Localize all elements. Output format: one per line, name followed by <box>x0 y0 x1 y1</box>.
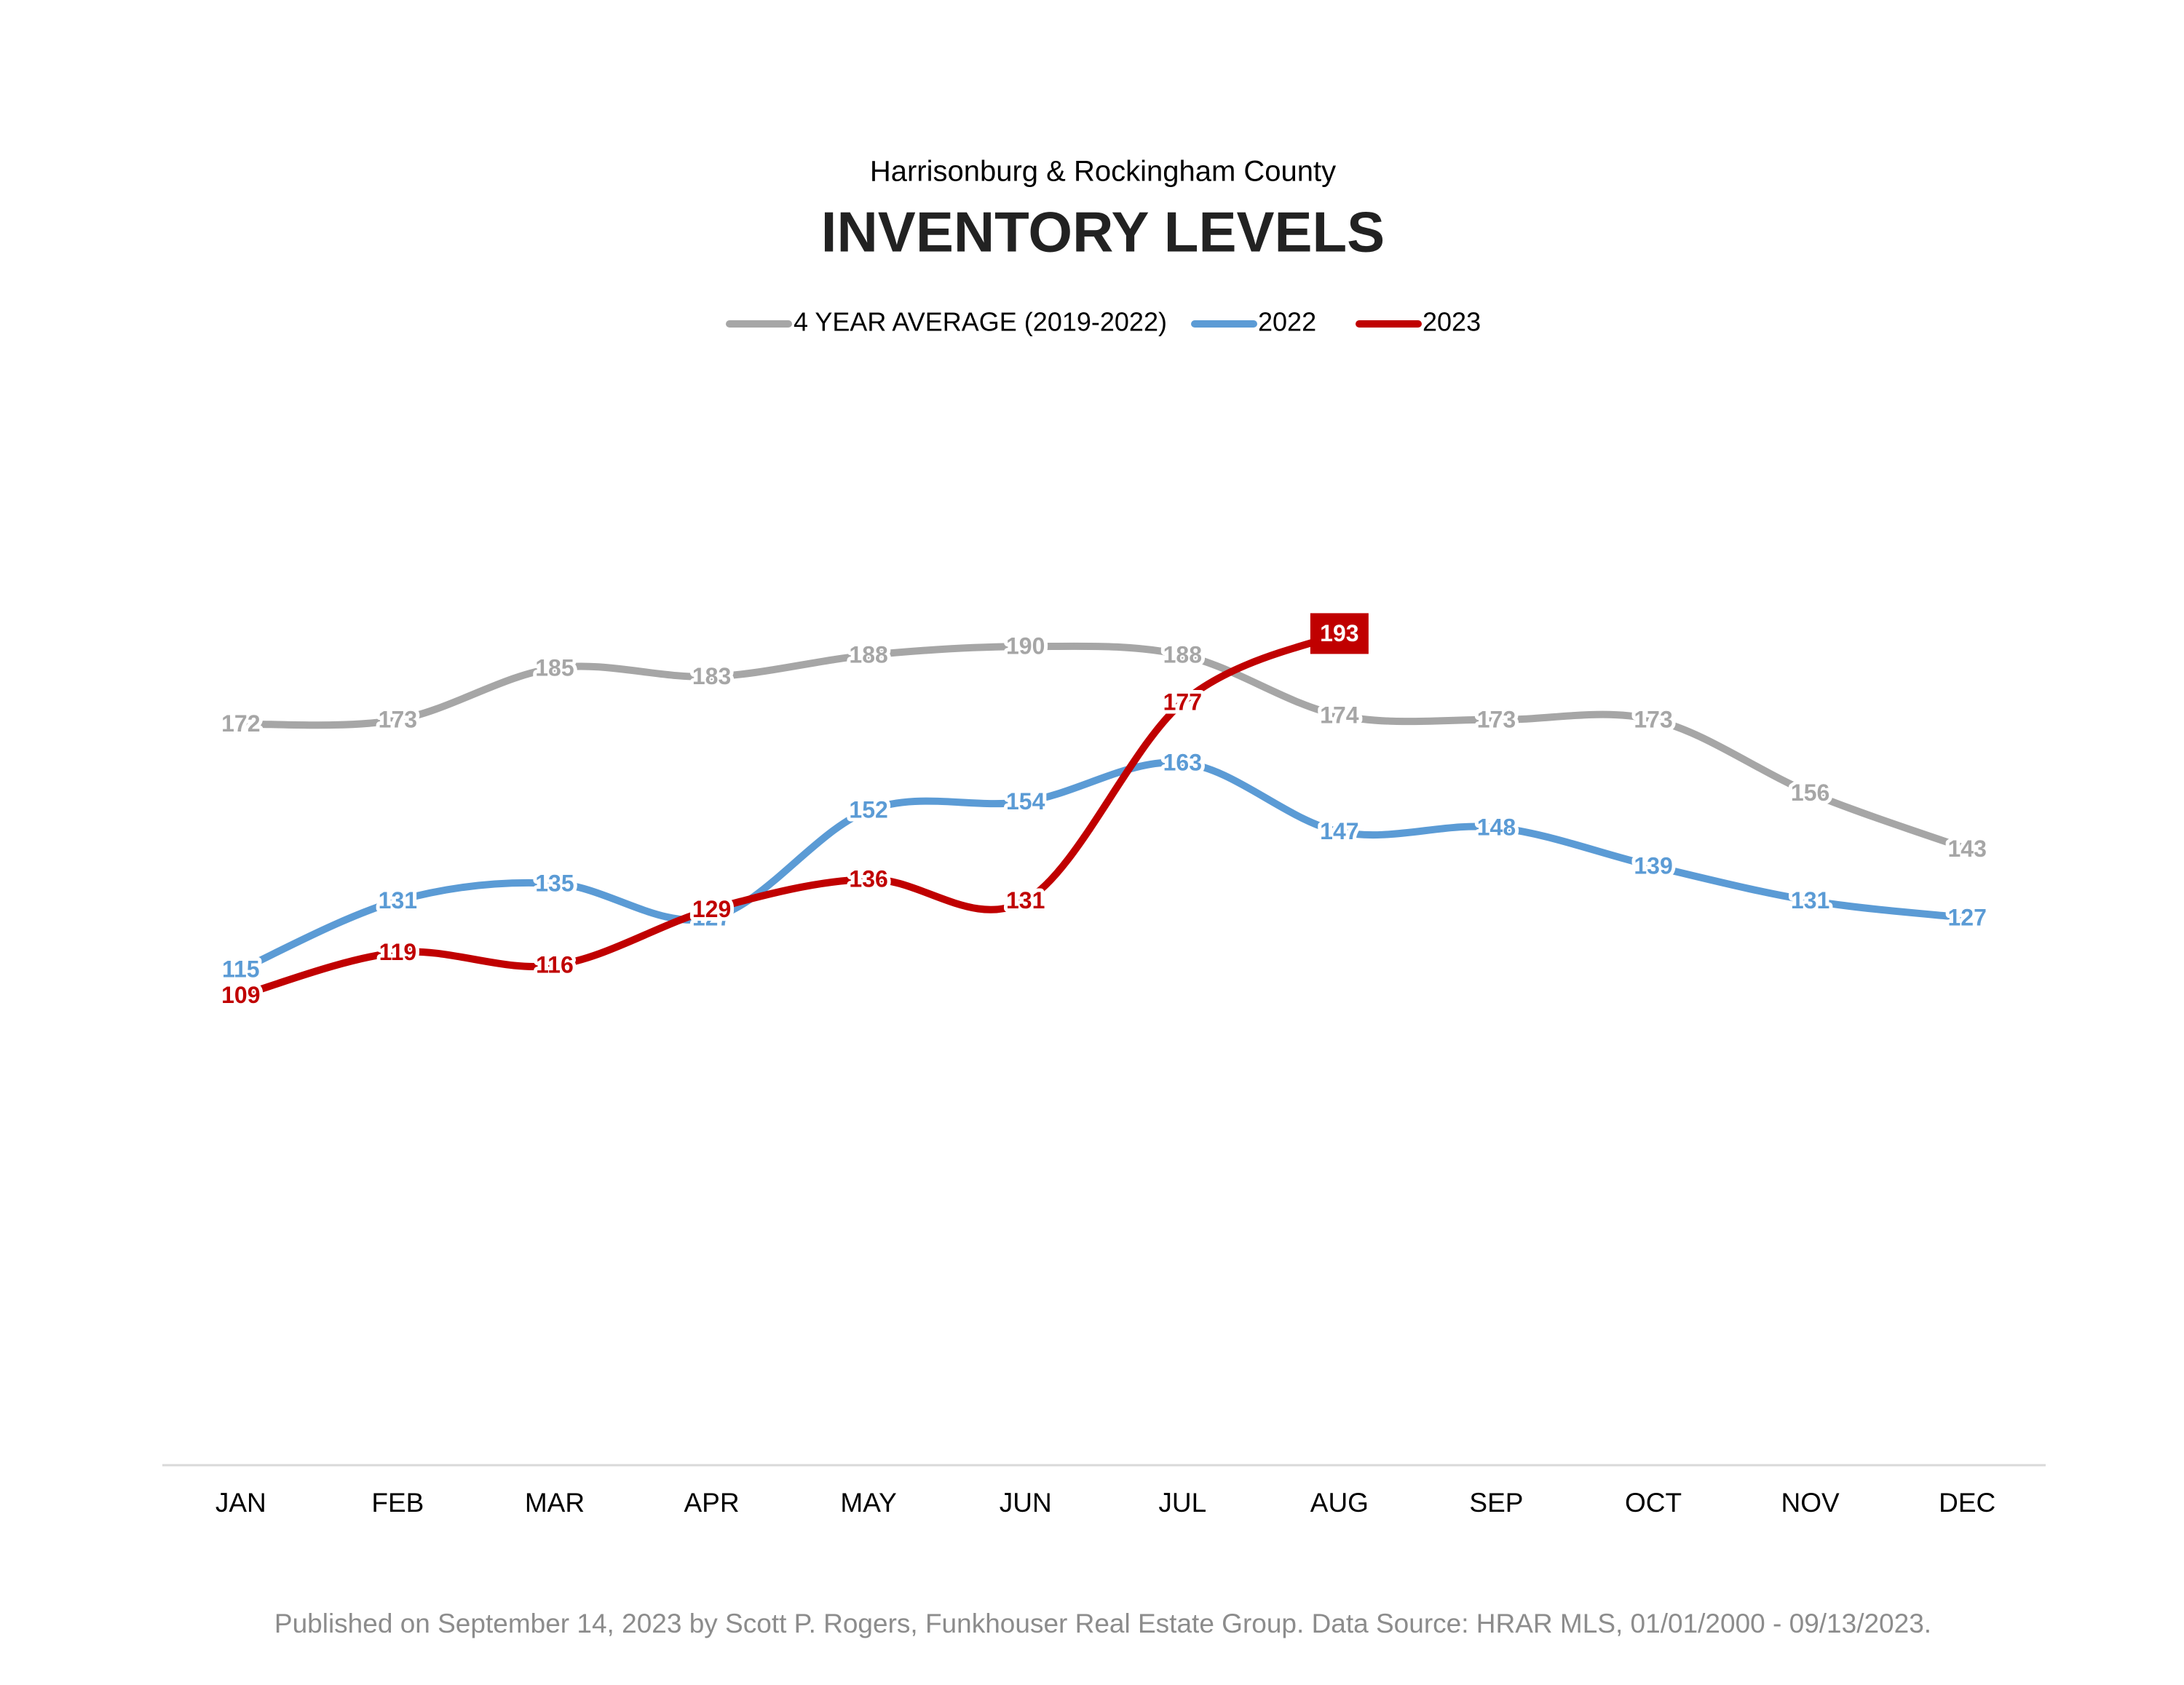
data-label: 139 <box>1634 853 1672 879</box>
data-label: 135 <box>535 870 574 896</box>
data-label: 147 <box>1320 818 1358 844</box>
x-tick-label: SEP <box>1469 1488 1523 1518</box>
data-label: 129 <box>692 896 731 922</box>
x-tick-label: JAN <box>215 1488 266 1518</box>
data-label: 127 <box>1948 905 1987 931</box>
data-label: 131 <box>1791 887 1829 913</box>
data-label: 173 <box>1634 706 1672 732</box>
data-label: 188 <box>849 641 887 667</box>
data-label: 156 <box>1791 780 1829 806</box>
data-label: 163 <box>1163 749 1202 775</box>
data-label: 177 <box>1163 689 1202 715</box>
line-series <box>237 630 1343 999</box>
data-label: 143 <box>1948 836 1987 862</box>
x-tick-label: NOV <box>1781 1488 1840 1518</box>
data-label: 185 <box>535 654 574 681</box>
legend-label: 2023 <box>1423 307 1481 337</box>
x-tick-label: APR <box>684 1488 740 1518</box>
data-label: 148 <box>1477 814 1516 840</box>
x-tick-label: FEB <box>371 1488 424 1518</box>
data-label: 127 <box>692 905 731 931</box>
x-tick-label: JUN <box>1000 1488 1052 1518</box>
data-label: 188 <box>1163 641 1202 667</box>
chart-title: INVENTORY LEVELS <box>821 200 1385 264</box>
data-label: 183 <box>692 663 731 689</box>
x-tick-label: OCT <box>1625 1488 1682 1518</box>
data-label: 131 <box>379 887 417 913</box>
x-tick-label: JUL <box>1158 1488 1206 1518</box>
x-tick-label: MAR <box>525 1488 585 1518</box>
data-label: 131 <box>1006 887 1045 913</box>
line-series <box>237 758 1971 974</box>
data-label: 154 <box>1006 788 1045 814</box>
legend-label: 4 YEAR AVERAGE (2019-2022) <box>794 307 1167 337</box>
data-label: 109 <box>221 982 260 1008</box>
data-label: 172 <box>221 710 260 737</box>
data-label-box <box>1310 613 1369 654</box>
data-label: 174 <box>1320 702 1359 728</box>
x-tick-label: AUG <box>1310 1488 1369 1518</box>
data-label: 119 <box>379 939 417 965</box>
footer: Published on September 14, 2023 by Scott… <box>274 1609 1931 1638</box>
data-label: 190 <box>1006 633 1045 659</box>
data-label: 173 <box>1477 706 1516 732</box>
data-label: 115 <box>222 956 260 983</box>
data-label: 152 <box>849 797 887 823</box>
chart-subtitle: Harrisonburg & Rockingham County <box>870 156 1336 188</box>
data-label: 173 <box>379 706 417 732</box>
x-tick-label: DEC <box>1939 1488 1995 1518</box>
data-label: 116 <box>536 952 574 978</box>
legend-label: 2022 <box>1258 307 1316 337</box>
x-tick-label: MAY <box>840 1488 896 1518</box>
line-series <box>237 642 1971 853</box>
data-label: 193 <box>1320 620 1358 646</box>
data-label: 136 <box>849 865 887 892</box>
